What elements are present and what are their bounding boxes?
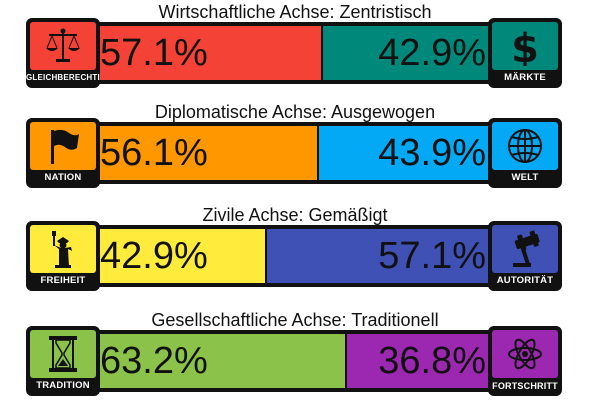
tile-label: AUTORITÄT	[496, 275, 554, 286]
statue-of-liberty-icon	[52, 231, 72, 268]
nation-tile: NATION	[26, 118, 100, 188]
tile-background	[30, 225, 96, 273]
left-percent: 42.9%	[100, 235, 208, 277]
authority-tile: AUTORITÄT	[488, 221, 562, 291]
world-tile: WELT	[488, 118, 562, 188]
axis-bar: 42.9% 57.1% FREIHEIT	[26, 221, 562, 291]
axis-bar: 57.1% 42.9%	[26, 18, 562, 88]
tile-label: WELT	[511, 172, 539, 183]
globe-icon	[508, 129, 542, 163]
tile-background	[30, 22, 96, 70]
tile-background	[30, 122, 96, 170]
left-percent: 57.1%	[100, 32, 208, 74]
hourglass-icon	[49, 336, 77, 372]
axis-diplomatic: Diplomatische Achse: Ausgewogen 56.1% 43…	[0, 100, 590, 203]
right-percent: 57.1%	[378, 235, 486, 277]
right-segment: 42.9%	[323, 26, 492, 80]
left-segment: 63.2%	[96, 334, 345, 388]
axis-title: Zivile Achse: Gemäßigt	[202, 205, 388, 225]
tile-label: MÄRKTE	[504, 72, 546, 83]
right-segment: 43.9%	[319, 126, 492, 180]
right-segment: 57.1%	[267, 229, 492, 283]
tile-background: $	[492, 22, 558, 70]
axis-bar: 63.2% 36.8% TRADITION	[26, 326, 562, 396]
tile-background	[492, 225, 558, 273]
scales-icon	[46, 28, 80, 62]
left-segment: 57.1%	[96, 26, 321, 80]
tile-label: FORTSCHRITT	[492, 381, 558, 391]
right-percent: 43.9%	[378, 132, 486, 174]
right-segment: 36.8%	[347, 334, 492, 388]
gavel-icon	[513, 230, 540, 267]
tile-label: TRADITION	[36, 380, 90, 391]
tile-label: FREIHEIT	[40, 275, 86, 286]
axis-civil: Zivile Achse: Gemäßigt 42.9% 57.1%	[0, 203, 590, 306]
right-percent: 36.8%	[378, 340, 486, 382]
atom-icon	[508, 338, 542, 370]
progress-tile: FORTSCHRITT	[488, 326, 562, 396]
tile-background	[30, 330, 96, 378]
left-percent: 56.1%	[100, 132, 208, 174]
axis-economic: Wirtschaftliche Achse: Zentristisch 57.1…	[0, 0, 590, 103]
tradition-tile: TRADITION	[26, 326, 100, 396]
right-percent: 42.9%	[378, 32, 486, 74]
left-segment: 42.9%	[96, 229, 265, 283]
left-segment: 56.1%	[96, 126, 317, 180]
svg-text:$: $	[511, 26, 539, 66]
flag-icon	[51, 129, 79, 164]
axis-title: Diplomatische Achse: Ausgewogen	[154, 102, 436, 122]
liberty-tile: FREIHEIT	[26, 221, 100, 291]
axis-bar: 56.1% 43.9% NATION	[26, 118, 562, 188]
left-percent: 63.2%	[100, 340, 208, 382]
axis-title: Gesellschaftliche Achse: Traditionell	[151, 310, 439, 330]
tile-background	[492, 122, 558, 170]
axis-societal: Gesellschaftliche Achse: Traditionell 63…	[0, 308, 590, 411]
equality-tile: GLEICHBERECHTIGUNG	[26, 18, 100, 88]
markets-tile: $ MÄRKTE	[488, 18, 562, 88]
axis-title: Wirtschaftliche Achse: Zentristisch	[158, 2, 432, 22]
tile-label: NATION	[44, 172, 82, 183]
tile-label: GLEICHBERECHTIGUNG	[26, 73, 100, 82]
tile-background	[492, 330, 558, 378]
dollar-icon: $	[511, 26, 539, 66]
